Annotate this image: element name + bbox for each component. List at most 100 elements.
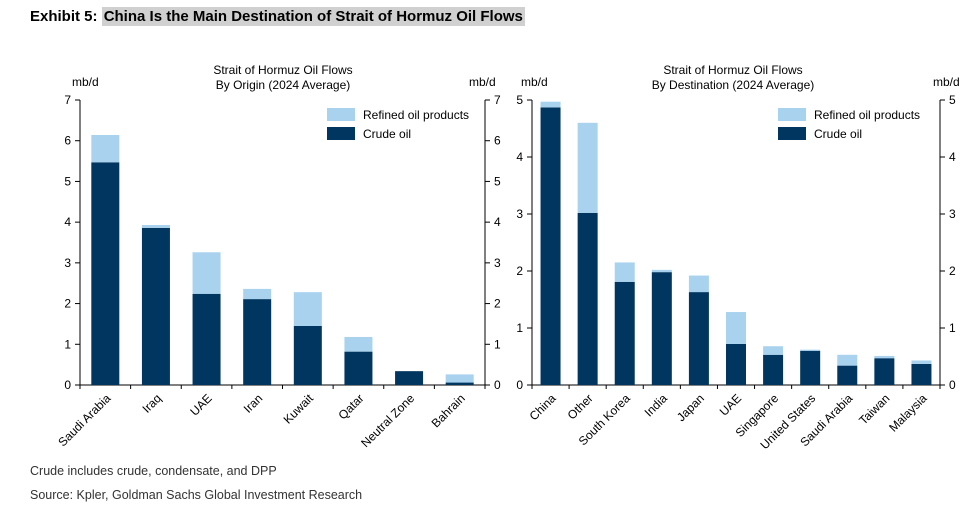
y-tick-label-left-destination: 0	[516, 378, 523, 392]
y-axis-unit-right-destination: mb/d	[933, 75, 960, 89]
legend-label-crude-destination: Crude oil	[814, 127, 862, 141]
y-tick-label-right-origin: 1	[494, 337, 501, 351]
bar-refined-destination	[577, 122, 598, 213]
legend-label-refined-destination: Refined oil products	[814, 108, 920, 122]
exhibit-title: Exhibit 5: China Is the Main Destination…	[30, 7, 525, 26]
bar-refined-origin	[243, 288, 272, 300]
y-tick-label-left-origin: 1	[64, 337, 71, 351]
chart-title-destination: Strait of Hormuz Oil Flows	[663, 63, 802, 77]
bar-crude-destination	[837, 365, 858, 385]
bar-refined-destination	[800, 349, 821, 351]
y-tick-label-right-destination: 3	[949, 207, 956, 221]
category-label-origin: Saudi Arabia	[55, 391, 113, 449]
bar-crude-destination	[651, 272, 672, 385]
y-tick-label-right-origin: 7	[494, 93, 501, 107]
y-tick-label-left-origin: 4	[64, 215, 71, 229]
y-tick-label-right-destination: 2	[949, 264, 956, 278]
exhibit-headline: China Is the Main Destination of Strait …	[101, 7, 525, 26]
bar-crude-destination	[911, 363, 932, 385]
y-tick-label-right-origin: 0	[494, 378, 501, 392]
footnote-source: Source: Kpler, Goldman Sachs Global Inve…	[30, 488, 363, 502]
category-label-destination: China	[527, 391, 559, 423]
category-label-origin: Iran	[241, 391, 266, 416]
legend-label-crude-origin: Crude oil	[363, 127, 411, 141]
y-tick-label-left-destination: 3	[516, 207, 523, 221]
y-tick-label-right-origin: 2	[494, 297, 501, 311]
y-tick-label-right-origin: 4	[494, 215, 501, 229]
bar-refined-destination	[540, 101, 561, 108]
category-label-origin: Iraq	[140, 391, 165, 416]
legend-label-refined-origin: Refined oil products	[363, 108, 469, 122]
bar-crude-destination	[577, 212, 598, 385]
bar-crude-destination	[763, 354, 784, 385]
bar-refined-destination	[726, 312, 746, 344]
y-tick-label-left-destination: 1	[516, 321, 523, 335]
y-axis-unit-right-origin: mb/d	[469, 75, 496, 89]
category-label-destination: Taiwan	[856, 391, 892, 427]
y-tick-label-right-origin: 3	[494, 256, 501, 270]
y-axis-unit-left-destination: mb/d	[521, 75, 548, 89]
bar-refined-origin	[344, 336, 373, 352]
bar-refined-origin	[91, 135, 120, 163]
chart-subtitle-destination: By Destination (2024 Average)	[652, 78, 815, 92]
bar-refined-origin	[293, 292, 322, 326]
chart-title-origin: Strait of Hormuz Oil Flows	[213, 63, 352, 77]
y-tick-label-left-origin: 5	[64, 174, 71, 188]
bar-refined-origin	[445, 374, 474, 383]
category-label-origin: Neutral Zone	[358, 391, 417, 450]
legend-swatch-refined-origin	[327, 108, 355, 121]
legend-swatch-refined-destination	[778, 108, 806, 121]
bar-refined-destination	[614, 262, 635, 282]
bar-crude-destination	[874, 358, 895, 385]
footnote-note: Crude includes crude, condensate, and DP…	[30, 464, 277, 478]
bar-crude-origin	[344, 351, 373, 385]
bar-refined-destination	[763, 346, 784, 355]
bar-crude-destination	[540, 107, 561, 385]
bar-refined-destination	[651, 269, 672, 273]
bar-crude-origin	[91, 162, 120, 385]
exhibit-label: Exhibit 5:	[30, 8, 98, 25]
category-label-origin: Bahrain	[429, 391, 468, 430]
legend-swatch-crude-origin	[327, 127, 355, 140]
bar-refined-destination	[911, 360, 932, 364]
bar-crude-origin	[243, 299, 272, 385]
category-label-origin: Kuwait	[281, 391, 317, 427]
y-tick-label-right-destination: 4	[949, 150, 956, 164]
bar-refined-destination	[688, 275, 709, 293]
bar-crude-origin	[395, 371, 424, 385]
y-tick-label-left-origin: 3	[64, 256, 71, 270]
bar-crude-origin	[192, 293, 221, 385]
y-tick-label-left-origin: 7	[64, 93, 71, 107]
y-tick-label-left-origin: 2	[64, 297, 71, 311]
y-tick-label-left-destination: 2	[516, 264, 523, 278]
bar-refined-destination	[874, 355, 895, 359]
y-axis-unit-left-origin: mb/d	[72, 75, 99, 89]
y-tick-label-left-origin: 6	[64, 134, 71, 148]
category-label-destination: Japan	[674, 391, 707, 424]
category-label-destination: UAE	[717, 391, 744, 418]
y-tick-label-left-destination: 4	[516, 150, 523, 164]
bar-crude-destination	[726, 343, 746, 385]
bar-crude-origin	[445, 382, 474, 385]
category-label-destination: Other	[565, 391, 596, 422]
bar-refined-origin	[192, 252, 221, 294]
legend-swatch-crude-destination	[778, 127, 806, 140]
y-tick-label-left-destination: 5	[516, 93, 523, 107]
category-label-destination: Malaysia	[886, 391, 930, 435]
category-label-origin: UAE	[187, 391, 214, 418]
category-label-destination: India	[642, 391, 671, 420]
bar-crude-destination	[800, 350, 821, 385]
y-tick-label-right-origin: 5	[494, 174, 501, 188]
bar-refined-origin	[141, 224, 170, 228]
y-tick-label-right-destination: 5	[949, 93, 956, 107]
bar-refined-destination	[837, 354, 858, 366]
bar-crude-destination	[614, 281, 635, 385]
y-tick-label-right-origin: 6	[494, 134, 501, 148]
bar-crude-origin	[141, 227, 170, 385]
y-tick-label-right-destination: 1	[949, 321, 956, 335]
chart-subtitle-origin: By Origin (2024 Average)	[216, 78, 351, 92]
bar-crude-origin	[293, 325, 322, 385]
y-tick-label-left-origin: 0	[64, 378, 71, 392]
category-label-origin: Qatar	[335, 391, 366, 422]
